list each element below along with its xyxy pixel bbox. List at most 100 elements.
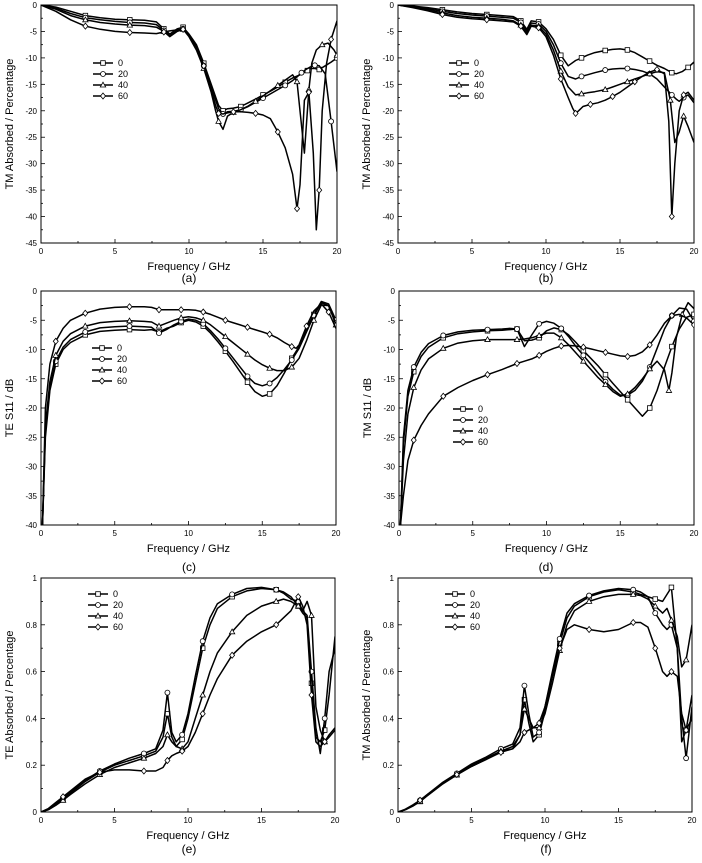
series-point-60 xyxy=(690,321,694,329)
panel-caption: (c) xyxy=(182,560,196,574)
series-point-60 xyxy=(316,186,323,194)
series-point-60 xyxy=(556,644,563,652)
series-point-40 xyxy=(666,96,674,103)
series-point-60 xyxy=(609,92,616,101)
series-point-0 xyxy=(691,311,694,318)
series-point-40 xyxy=(228,628,236,635)
legend-entry: 40 xyxy=(113,611,123,621)
y-tick-label: -10 xyxy=(25,54,37,63)
series-line-0 xyxy=(398,5,694,75)
series-point-60 xyxy=(668,212,675,221)
legend-marker-60 xyxy=(94,623,102,631)
series-point-40 xyxy=(52,351,60,358)
series-point-40 xyxy=(601,86,609,93)
series-point-0 xyxy=(578,55,585,61)
series-point-60 xyxy=(164,756,171,765)
y-tick-label: 0 xyxy=(33,1,38,10)
x-axis-label: Frequency / GHz xyxy=(504,261,587,273)
series-point-0 xyxy=(602,47,608,54)
y-tick-label: -5 xyxy=(388,316,396,325)
legend-entry: 20 xyxy=(478,415,488,425)
y-tick-label: -10 xyxy=(383,346,395,355)
panel-caption: (f) xyxy=(540,842,551,856)
series-group xyxy=(399,301,694,525)
series-point-60 xyxy=(178,306,185,314)
legend-entry: 20 xyxy=(118,69,128,79)
series-point-40 xyxy=(557,67,565,74)
series-point-0 xyxy=(652,596,658,602)
y-tick-label: 0 xyxy=(390,1,395,10)
y-tick-label: -40 xyxy=(25,213,37,222)
y-tick-label: -20 xyxy=(25,404,37,413)
y-tick-label: -25 xyxy=(383,433,395,442)
series-point-40 xyxy=(585,597,593,604)
series-point-40 xyxy=(680,112,688,119)
series-point-40 xyxy=(199,316,207,323)
legend-marker-20 xyxy=(95,602,101,608)
x-tick-label: 0 xyxy=(39,816,44,825)
x-tick-label: 5 xyxy=(113,529,118,538)
series-point-40 xyxy=(410,383,418,390)
legend-entry: 40 xyxy=(117,365,127,375)
x-tick-label: 15 xyxy=(258,529,267,538)
y-tick-label: 0.4 xyxy=(383,714,395,723)
y-tick-label: -30 xyxy=(383,463,395,472)
series-point-20 xyxy=(514,326,520,332)
series-point-20 xyxy=(222,345,229,352)
y-tick-label: -5 xyxy=(30,316,38,325)
series-line-20 xyxy=(399,307,694,525)
y-tick-label: -10 xyxy=(382,54,394,63)
x-axis-label: Frequency / GHz xyxy=(503,830,586,842)
series-point-40 xyxy=(602,380,609,388)
series-point-20 xyxy=(410,364,417,370)
series-point-20 xyxy=(298,69,305,76)
series-point-0 xyxy=(647,405,653,411)
legend-marker-0 xyxy=(456,60,462,66)
series-point-40 xyxy=(439,344,447,351)
legend-entry: 0 xyxy=(478,404,483,414)
series-point-60 xyxy=(200,308,207,316)
series-group xyxy=(398,584,692,812)
series-point-60 xyxy=(215,109,222,118)
x-axis-label: Frequency / GHz xyxy=(146,830,229,842)
legend-entry: 0 xyxy=(470,589,475,599)
series-point-40 xyxy=(177,314,185,321)
series-point-40 xyxy=(140,754,148,761)
legend-entry: 60 xyxy=(113,622,123,632)
series-point-60 xyxy=(288,342,295,351)
y-tick-label: 0.8 xyxy=(383,621,395,630)
series-point-20 xyxy=(229,591,236,598)
series-point-60 xyxy=(631,78,638,86)
series-point-60 xyxy=(303,322,310,330)
y-tick-label: -30 xyxy=(25,463,37,472)
legend-entry: 20 xyxy=(113,600,123,610)
series-point-20 xyxy=(82,329,89,335)
series-point-20 xyxy=(578,73,585,80)
series-point-20 xyxy=(164,689,171,696)
series-point-40 xyxy=(318,41,326,48)
plot-frame xyxy=(397,4,695,244)
series-point-40 xyxy=(624,390,632,397)
y-tick-label: -20 xyxy=(382,107,394,116)
legend-marker-0 xyxy=(452,591,458,597)
series-point-60 xyxy=(580,343,587,351)
series-point-60 xyxy=(439,10,446,19)
series-point-60 xyxy=(252,109,259,118)
series-point-60 xyxy=(200,62,207,70)
series-point-60 xyxy=(557,75,564,83)
legend-marker-0 xyxy=(95,591,101,597)
series-point-60 xyxy=(572,109,579,118)
x-tick-label: 10 xyxy=(542,529,551,538)
legend-marker-60 xyxy=(99,92,107,100)
y-tick-label: 0.4 xyxy=(26,714,38,723)
y-tick-label: -15 xyxy=(382,80,394,89)
series-point-60 xyxy=(417,796,424,804)
legend-marker-60 xyxy=(451,623,459,631)
series-point-0 xyxy=(624,47,631,53)
series-point-20 xyxy=(328,118,334,125)
series-point-20 xyxy=(536,729,543,736)
y-axis-label: TM S11 / dB xyxy=(362,378,374,438)
series-point-60 xyxy=(521,728,528,737)
